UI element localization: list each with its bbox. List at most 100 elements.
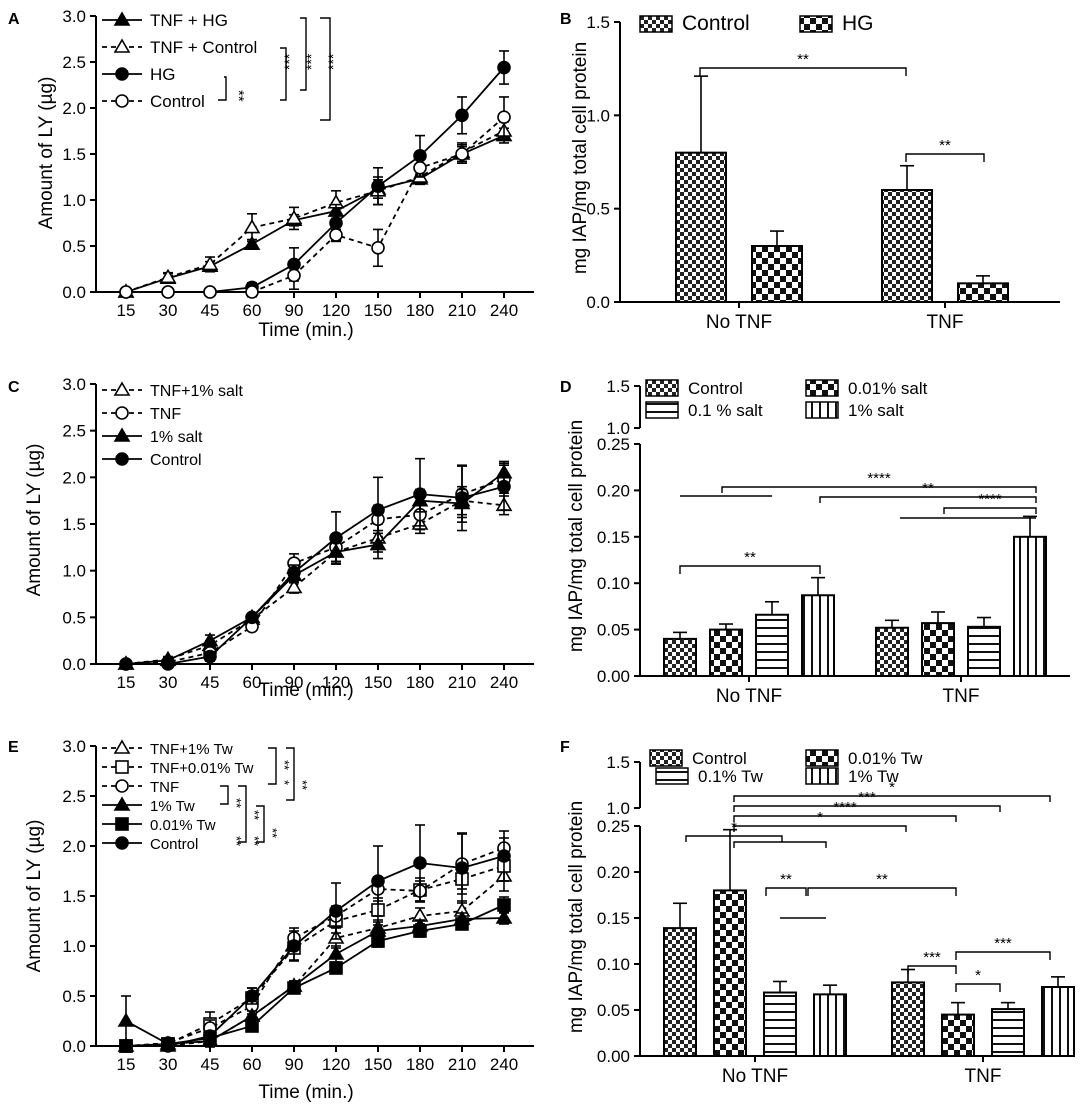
x-tick-label: 60 xyxy=(243,301,262,320)
x-tick-label: 150 xyxy=(364,673,392,692)
data-point xyxy=(287,565,301,580)
data-point xyxy=(371,874,385,888)
panel-label-a: A xyxy=(8,11,20,28)
data-point xyxy=(369,535,387,551)
data-point xyxy=(371,241,385,255)
panel-label-e: E xyxy=(8,739,19,756)
panel-label-d: D xyxy=(560,379,572,396)
data-point xyxy=(201,255,219,271)
data-point xyxy=(455,491,469,505)
panel-label-f: F xyxy=(560,739,570,756)
data-point xyxy=(455,861,469,875)
x-tick-label: 150 xyxy=(364,301,392,320)
y-tick-label: 1.5 xyxy=(606,753,630,772)
data-point xyxy=(245,610,259,625)
legend-label: 1% Tw xyxy=(150,798,195,815)
panel-e-ylabel: Amount of LY (µg) xyxy=(24,820,45,973)
data-point xyxy=(119,285,133,299)
bar xyxy=(1041,986,1075,1057)
significance-bracket xyxy=(733,841,827,848)
panel-e-xlabel: Time (min.) xyxy=(258,1082,353,1103)
data-point xyxy=(161,285,175,299)
x-tick-label: No TNF xyxy=(722,1066,788,1087)
significance-label: * xyxy=(975,967,981,984)
legend-label: Control xyxy=(150,452,202,469)
legend-marker xyxy=(115,452,129,466)
legend-label: TNF xyxy=(150,406,181,423)
data-point xyxy=(329,531,343,545)
significance-label: ** xyxy=(229,836,244,846)
data-point xyxy=(329,228,343,242)
y-tick-label: 1.5 xyxy=(62,887,86,906)
x-tick-label: 90 xyxy=(285,301,304,320)
y-tick-label: 0.5 xyxy=(62,987,86,1006)
legend-marker xyxy=(113,38,131,53)
sig-bracket xyxy=(268,747,277,785)
panel-c-ylabel: Amount of LY (µg) xyxy=(24,444,45,597)
significance-label: ** xyxy=(939,137,951,154)
significance-bracket xyxy=(733,795,1051,802)
panel-e-line-chart: Amount of LY (µg) Time (min.) 0.0 0.5 1.0 1… xyxy=(24,737,534,1103)
x-tick-label: 210 xyxy=(448,301,476,320)
significance-label: **** xyxy=(978,491,1002,508)
legend-label: Control xyxy=(682,12,750,35)
legend-marker xyxy=(115,94,129,108)
y-tick-label: 2.0 xyxy=(62,837,86,856)
data-point xyxy=(455,108,469,123)
significance-label: **** xyxy=(833,799,857,816)
x-tick-label: 210 xyxy=(448,1055,476,1074)
bar xyxy=(881,189,933,303)
data-point xyxy=(495,909,513,924)
sig-bracket xyxy=(238,785,247,843)
bar xyxy=(709,628,743,677)
panel-c-xlabel: Time (min.) xyxy=(258,680,353,701)
bar xyxy=(967,625,1001,677)
x-tick-label: 240 xyxy=(490,301,518,320)
significance-label: * xyxy=(817,809,823,826)
series-line xyxy=(126,485,505,665)
data-point xyxy=(413,161,427,175)
legend-marker xyxy=(113,381,131,396)
significance-bracket xyxy=(905,153,985,162)
y-tick-label: 1.0 xyxy=(606,799,630,818)
significance-label: ** xyxy=(229,798,244,808)
x-tick-label: 60 xyxy=(243,1055,262,1074)
y-tick-label: 0.25 xyxy=(597,435,630,454)
legend-label: TNF+1% Tw xyxy=(150,741,233,758)
legend-label: 0.1% Tw xyxy=(698,767,764,786)
significance-bracket xyxy=(955,983,1001,992)
x-tick-label: 30 xyxy=(159,673,178,692)
legend-swatch xyxy=(805,767,839,785)
data-point xyxy=(203,285,217,299)
panel-d-bar-chart: mg IAP/mg total cell protein 0.00 0.05 0.1… xyxy=(566,377,1070,707)
significance-label: ** xyxy=(295,780,310,790)
bar xyxy=(763,991,797,1058)
x-tick-label: No TNF xyxy=(706,312,772,333)
legend-label: 0.01% Tw xyxy=(150,817,216,834)
x-tick-label: 30 xyxy=(159,1055,178,1074)
data-point xyxy=(329,904,343,918)
y-tick-label: 0.5 xyxy=(62,608,86,627)
panel-b-ylabel: mg IAP/mg total cell protein xyxy=(570,42,591,274)
sig-bracket xyxy=(220,785,229,805)
series-line xyxy=(126,855,505,1047)
y-tick-label: 0.5 xyxy=(586,200,610,219)
legend-marker xyxy=(115,760,129,774)
legend-swatch xyxy=(799,15,833,33)
data-point xyxy=(329,961,343,975)
y-tick-label: 0.5 xyxy=(62,237,86,256)
significance-bracket xyxy=(807,887,957,896)
sig-bracket xyxy=(286,747,295,801)
legend-swatch xyxy=(645,379,679,397)
data-point xyxy=(285,209,303,225)
y-tick-label: 3.0 xyxy=(62,375,86,394)
significance-bracket xyxy=(819,496,1037,503)
x-tick-label: 120 xyxy=(322,301,350,320)
significance-bracket xyxy=(679,565,821,574)
legend-swatch xyxy=(639,15,673,33)
y-tick-label: 1.5 xyxy=(586,13,610,32)
data-point xyxy=(117,1012,135,1027)
y-tick-label: 1.0 xyxy=(62,937,86,956)
legend-label: HG xyxy=(842,12,874,35)
significance-label: ** xyxy=(277,760,292,770)
